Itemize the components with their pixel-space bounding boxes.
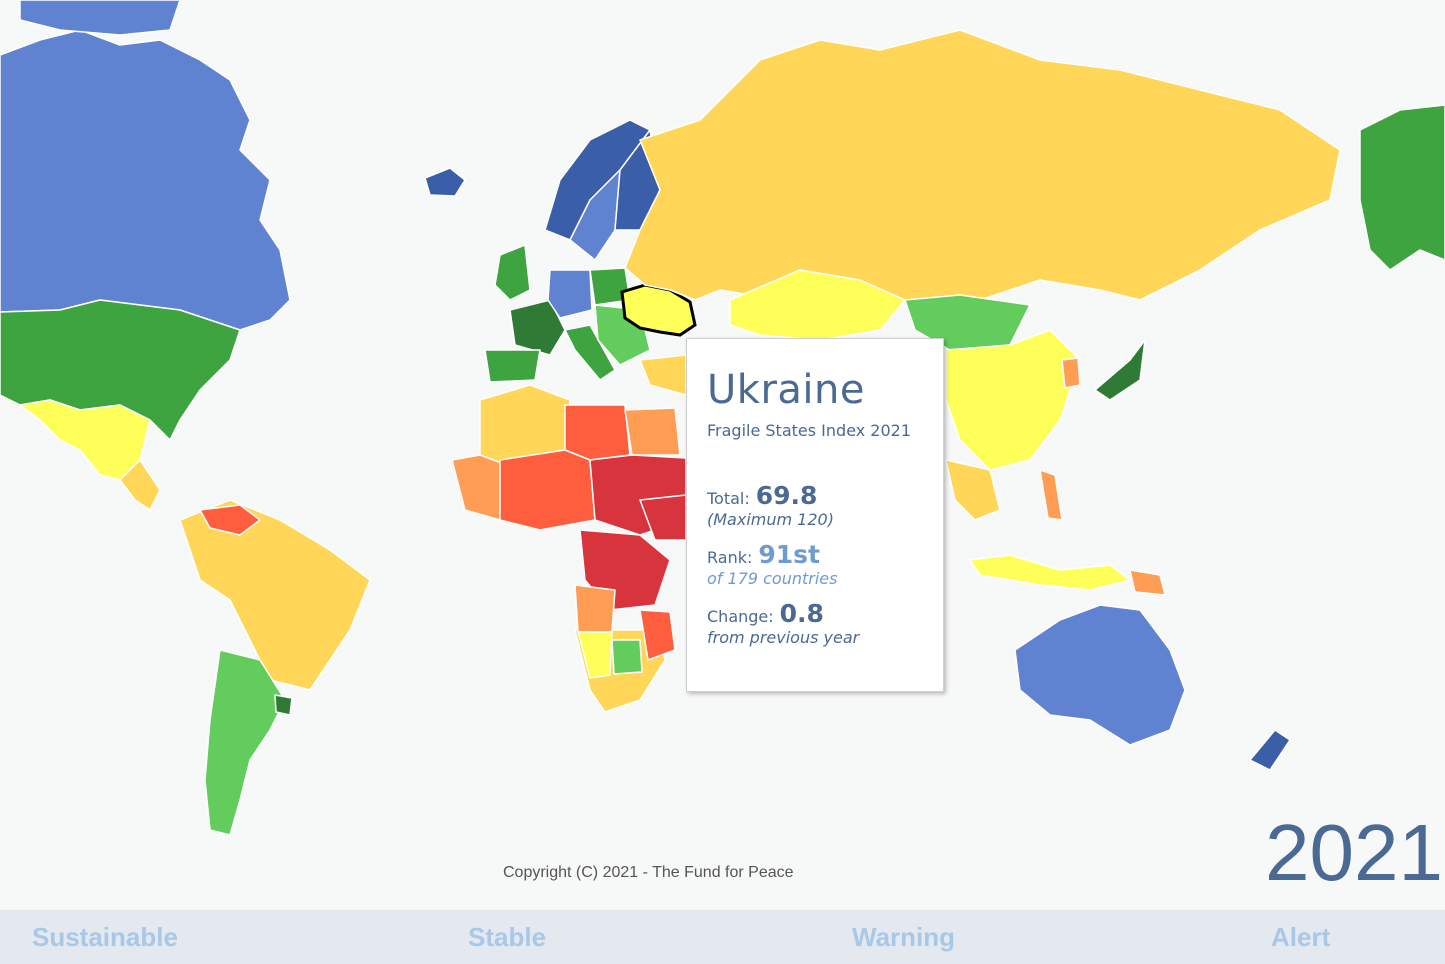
country-png[interactable] <box>1129 569 1166 596</box>
year-label: 2021 <box>1265 808 1443 897</box>
tooltip-subtitle: Fragile States Index 2021 <box>707 421 912 440</box>
country-korea[interactable] <box>1061 357 1081 389</box>
canada-islands[interactable] <box>19 0 181 36</box>
tooltip-rank-row: Rank: 91st <box>707 539 923 573</box>
world-map[interactable]: Ukraine Fragile States Index 2021 Total:… <box>0 0 1445 910</box>
legend-warning[interactable]: Warning <box>852 922 956 952</box>
country-namibia[interactable] <box>577 631 613 679</box>
central-america[interactable] <box>119 459 161 511</box>
country-uk[interactable] <box>494 244 531 301</box>
country-angola[interactable] <box>574 584 616 633</box>
tooltip-change-label: Change: <box>707 607 774 626</box>
country-egypt[interactable] <box>624 407 681 456</box>
country-france[interactable] <box>509 299 566 356</box>
country-argentina[interactable] <box>204 649 286 836</box>
country-australia[interactable] <box>1014 604 1186 746</box>
tooltip-total-row: Total: 69.8 <box>707 480 923 514</box>
country-tooltip: Ukraine Fragile States Index 2021 Total:… <box>686 338 944 692</box>
country-new-zealand[interactable] <box>1249 729 1291 771</box>
country-philippines[interactable] <box>1039 469 1063 521</box>
legend-sustainable[interactable]: Sustainable <box>32 922 178 952</box>
legend-alert[interactable]: Alert <box>1271 922 1331 952</box>
middle-east[interactable] <box>639 354 687 396</box>
tooltip-total-note: (Maximum 120) <box>707 510 834 529</box>
country-spain[interactable] <box>484 349 541 383</box>
tooltip-change-note: from previous year <box>707 628 860 647</box>
tooltip-total-label: Total: <box>707 489 750 508</box>
country-brazil[interactable] <box>179 499 371 691</box>
country-venezuela[interactable] <box>199 504 261 536</box>
southeast-asia[interactable] <box>945 459 1001 521</box>
tooltip-rank-label: Rank: <box>707 548 753 567</box>
tooltip-change-row: Change: 0.8 <box>707 598 923 632</box>
country-china[interactable] <box>945 329 1081 471</box>
country-iceland[interactable] <box>424 167 466 197</box>
legend-bar: Sustainable Stable Warning Alert <box>0 910 1445 964</box>
legend-stable[interactable]: Stable <box>468 922 547 952</box>
country-botswana[interactable] <box>611 639 643 675</box>
country-canada[interactable] <box>0 29 291 331</box>
country-japan[interactable] <box>1094 339 1146 401</box>
tooltip-change-value: 0.8 <box>779 599 824 628</box>
country-russia[interactable] <box>624 29 1341 301</box>
tooltip-country-name: Ukraine <box>707 367 865 413</box>
copyright-text: Copyright (C) 2021 - The Fund for Peace <box>503 864 794 881</box>
tooltip-rank-value: 91st <box>758 540 820 569</box>
country-kazakhstan[interactable] <box>729 269 906 341</box>
tooltip-total-value: 69.8 <box>755 481 818 510</box>
country-indonesia[interactable] <box>969 554 1131 591</box>
world-map-svg[interactable] <box>0 0 1445 910</box>
country-mexico[interactable] <box>19 399 151 481</box>
country-libya[interactable] <box>564 404 631 461</box>
country-germany[interactable] <box>547 269 593 319</box>
country-alaska[interactable] <box>1359 104 1445 271</box>
country-italy[interactable] <box>564 324 616 381</box>
country-mozambique[interactable] <box>639 609 676 661</box>
sahel[interactable] <box>499 449 596 531</box>
tooltip-rank-note: of 179 countries <box>707 569 838 588</box>
country-uruguay[interactable] <box>274 694 293 716</box>
